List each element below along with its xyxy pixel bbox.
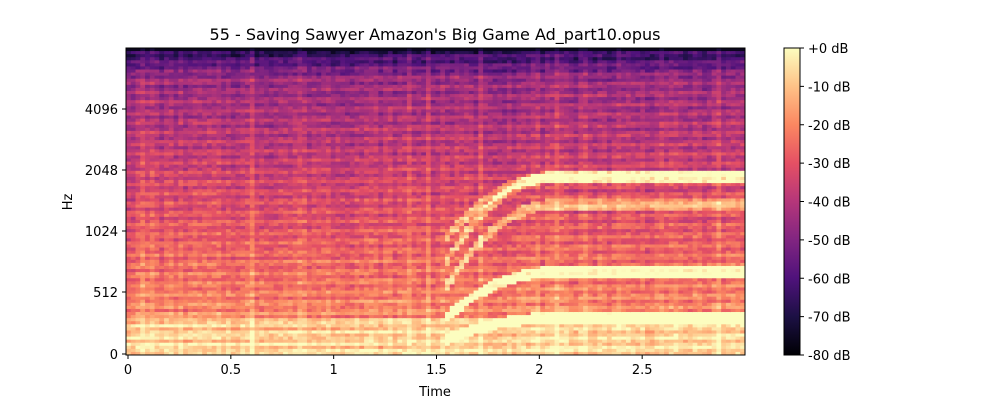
chart-title: 55 - Saving Sawyer Amazon's Big Game Ad_…	[210, 25, 661, 45]
colorbar-tick-label: +0 dB	[808, 42, 848, 57]
x-tick-label: 2	[535, 363, 543, 378]
y-tick-label: 2048	[85, 164, 118, 179]
x-axis-label: Time	[418, 385, 451, 400]
y-tick-label: 512	[93, 286, 118, 301]
colorbar-tick-label: -40 dB	[808, 196, 851, 211]
x-tick-label: 1	[330, 363, 338, 378]
x-tick-label: 0.5	[220, 363, 241, 378]
x-tick-label: 2.5	[632, 363, 653, 378]
colorbar-tick-label: -20 dB	[808, 119, 851, 134]
spectrogram-heatmap	[126, 48, 745, 355]
x-axis: 0 0.5 1 1.5 2 2.5	[124, 355, 653, 378]
plot-frame	[125, 47, 746, 356]
colorbar-tick-label: -30 dB	[808, 157, 851, 172]
colorbar-tick-label: -50 dB	[808, 234, 851, 249]
y-axis: 0 512 1024 2048 4096	[85, 103, 126, 363]
colorbar-tick-label: -60 dB	[808, 272, 851, 287]
x-tick-label: 0	[124, 363, 132, 378]
y-tick-label: 1024	[85, 225, 118, 240]
y-tick-label: 0	[110, 348, 118, 363]
y-tick-label: 4096	[85, 103, 118, 118]
colorbar-axis: +0 dB -10 dB -20 dB -30 dB -40 dB -50 dB -60 d…	[800, 42, 851, 364]
x-tick-label: 1.5	[426, 363, 447, 378]
colorbar-tick-label: -70 dB	[808, 311, 851, 326]
colorbar	[783, 47, 801, 356]
colorbar-tick-label: -80 dB	[808, 349, 851, 364]
colorbar-tick-label: -10 dB	[808, 80, 851, 95]
y-axis-label: Hz	[61, 194, 76, 211]
